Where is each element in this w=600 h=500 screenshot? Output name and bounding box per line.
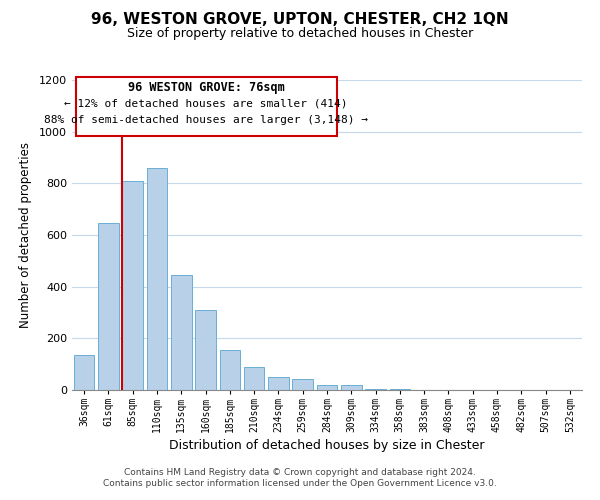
Text: ← 12% of detached houses are smaller (414): ← 12% of detached houses are smaller (41…: [64, 98, 348, 108]
Bar: [292, 379, 313, 390]
Text: Contains HM Land Registry data © Crown copyright and database right 2024.
Contai: Contains HM Land Registry data © Crown c…: [103, 468, 497, 487]
Text: Size of property relative to detached houses in Chester: Size of property relative to detached ho…: [127, 28, 473, 40]
Bar: [171, 275, 191, 390]
Text: 96, WESTON GROVE, UPTON, CHESTER, CH2 1QN: 96, WESTON GROVE, UPTON, CHESTER, CH2 1Q…: [91, 12, 509, 28]
Bar: [244, 367, 265, 390]
Bar: [122, 180, 143, 390]
Bar: [74, 355, 94, 390]
Bar: [195, 310, 216, 390]
Bar: [146, 168, 167, 390]
FancyBboxPatch shape: [76, 78, 337, 136]
Bar: [98, 224, 119, 390]
Bar: [220, 350, 240, 390]
Text: 88% of semi-detached houses are larger (3,148) →: 88% of semi-detached houses are larger (…: [44, 115, 368, 125]
X-axis label: Distribution of detached houses by size in Chester: Distribution of detached houses by size …: [169, 439, 485, 452]
Bar: [317, 386, 337, 390]
Bar: [365, 388, 386, 390]
Bar: [268, 376, 289, 390]
Bar: [341, 385, 362, 390]
Y-axis label: Number of detached properties: Number of detached properties: [19, 142, 32, 328]
Text: 96 WESTON GROVE: 76sqm: 96 WESTON GROVE: 76sqm: [128, 81, 284, 94]
